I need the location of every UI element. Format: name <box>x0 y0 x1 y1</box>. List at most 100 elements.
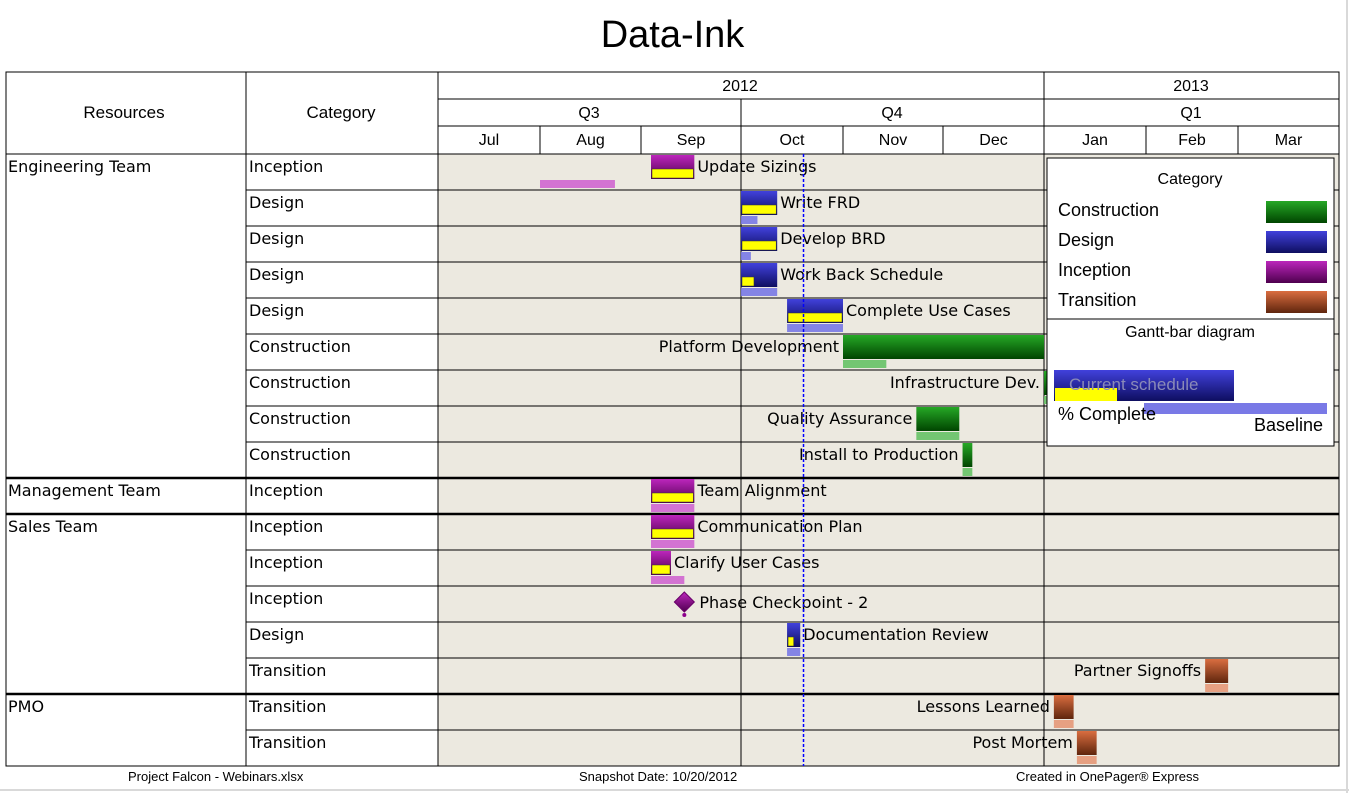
resource-label: Management Team <box>8 481 161 500</box>
baseline-bar <box>1205 684 1229 692</box>
category-label: Inception <box>249 157 323 176</box>
month-label: Jul <box>479 132 499 149</box>
task-bar <box>1076 731 1097 755</box>
task-label: Complete Use Cases <box>846 301 1011 320</box>
category-label: Inception <box>249 553 323 572</box>
page-right-edge <box>1346 0 1348 793</box>
task-bar <box>1044 371 1048 395</box>
category-label: Design <box>249 193 304 212</box>
task-label: Update Sizings <box>697 157 816 176</box>
category-label: Transition <box>248 733 326 752</box>
task-bar <box>916 407 960 431</box>
baseline-bar <box>741 252 751 260</box>
category-label: Design <box>249 265 304 284</box>
baseline-bar <box>741 216 758 224</box>
category-label: Inception <box>249 517 323 536</box>
task-label: Write FRD <box>780 193 860 212</box>
resource-label: Engineering Team <box>8 157 151 176</box>
month-label: Jan <box>1082 132 1108 149</box>
legend-title: Category <box>1158 171 1223 188</box>
baseline-bar <box>787 324 843 332</box>
month-label: Aug <box>576 132 604 149</box>
category-label: Construction <box>249 373 351 392</box>
legend-swatch-transition <box>1266 291 1327 313</box>
baseline-bar <box>651 504 695 512</box>
task-bar <box>962 443 973 467</box>
task-label: Documentation Review <box>803 625 989 644</box>
category-label: Transition <box>248 661 326 680</box>
category-label: Construction <box>249 445 351 464</box>
legend-swatch-construction <box>1266 201 1327 223</box>
category-label: Construction <box>249 409 351 428</box>
baseline-bar <box>916 432 960 440</box>
legend-percent-label: % Complete <box>1058 404 1156 424</box>
legend-swatch-design <box>1266 231 1327 253</box>
task-label: Quality Assurance <box>767 409 912 428</box>
baseline-bar <box>540 180 615 188</box>
task-bar <box>843 335 1044 359</box>
baseline-bar <box>1044 396 1048 404</box>
legend-item-label: Construction <box>1058 200 1159 220</box>
month-label: Nov <box>879 132 907 149</box>
baseline-bar <box>651 540 695 548</box>
month-label: Oct <box>780 132 805 149</box>
year-label: 2012 <box>722 78 758 95</box>
resource-label: PMO <box>8 697 44 716</box>
category-label: Inception <box>249 481 323 500</box>
chart-title: Data-Ink <box>600 14 745 56</box>
legend-item-label: Transition <box>1058 290 1136 310</box>
percent-complete-bar <box>741 240 777 251</box>
month-label: Dec <box>979 132 1007 149</box>
legend-item-label: Design <box>1058 230 1114 250</box>
month-label: Feb <box>1178 132 1206 149</box>
baseline-bar <box>787 648 801 656</box>
quarter-label: Q4 <box>881 105 902 122</box>
milestone-baseline-marker <box>682 613 687 617</box>
baseline-bar <box>1076 756 1097 764</box>
category-label: Inception <box>249 589 323 608</box>
task-label: Install to Production <box>799 445 959 464</box>
quarter-label: Q1 <box>1180 105 1201 122</box>
task-label: Work Back Schedule <box>780 265 943 284</box>
legend-percent-bar <box>1055 388 1117 401</box>
task-label: Lessons Learned <box>917 697 1050 716</box>
category-label: Design <box>249 229 304 248</box>
task-bar <box>1053 695 1074 719</box>
legend-item-label: Inception <box>1058 260 1131 280</box>
table-frame <box>5 71 1340 767</box>
category-label: Design <box>249 301 304 320</box>
page-bottom-edge <box>0 789 1349 791</box>
header-resources: Resources <box>83 103 164 122</box>
task-label: Platform Development <box>659 337 839 356</box>
task-bar <box>1205 659 1229 683</box>
percent-complete-bar <box>651 168 694 179</box>
category-label: Transition <box>248 697 326 716</box>
footer-file: Project Falcon - Webinars.xlsx <box>128 769 304 784</box>
header-category: Category <box>307 103 376 122</box>
category-label: Construction <box>249 337 351 356</box>
baseline-bar <box>1053 720 1074 728</box>
month-label: Mar <box>1275 132 1303 149</box>
task-label: Post Mortem <box>972 733 1072 752</box>
legend-diagram-title: Gantt-bar diagram <box>1125 324 1255 341</box>
percent-complete-bar <box>741 276 755 287</box>
category-label: Design <box>249 625 304 644</box>
task-label: Communication Plan <box>697 517 862 536</box>
legend-swatch-inception <box>1266 261 1327 283</box>
quarter-label: Q3 <box>578 105 599 122</box>
baseline-bar <box>962 468 973 476</box>
footer-snapshot: Snapshot Date: 10/20/2012 <box>579 769 738 784</box>
percent-complete-bar <box>787 636 794 647</box>
month-label: Sep <box>677 132 706 149</box>
task-label: Develop BRD <box>780 229 885 248</box>
legend-baseline-bar <box>1144 403 1327 414</box>
footer-created: Created in OnePager® Express <box>1016 769 1200 784</box>
percent-complete-bar <box>651 564 671 575</box>
task-label: Team Alignment <box>696 481 826 500</box>
resource-label: Sales Team <box>8 517 98 536</box>
baseline-bar <box>651 576 685 584</box>
legend-current-label: Current schedule <box>1069 375 1198 394</box>
percent-complete-bar <box>651 528 694 539</box>
task-label: Partner Signoffs <box>1074 661 1201 680</box>
